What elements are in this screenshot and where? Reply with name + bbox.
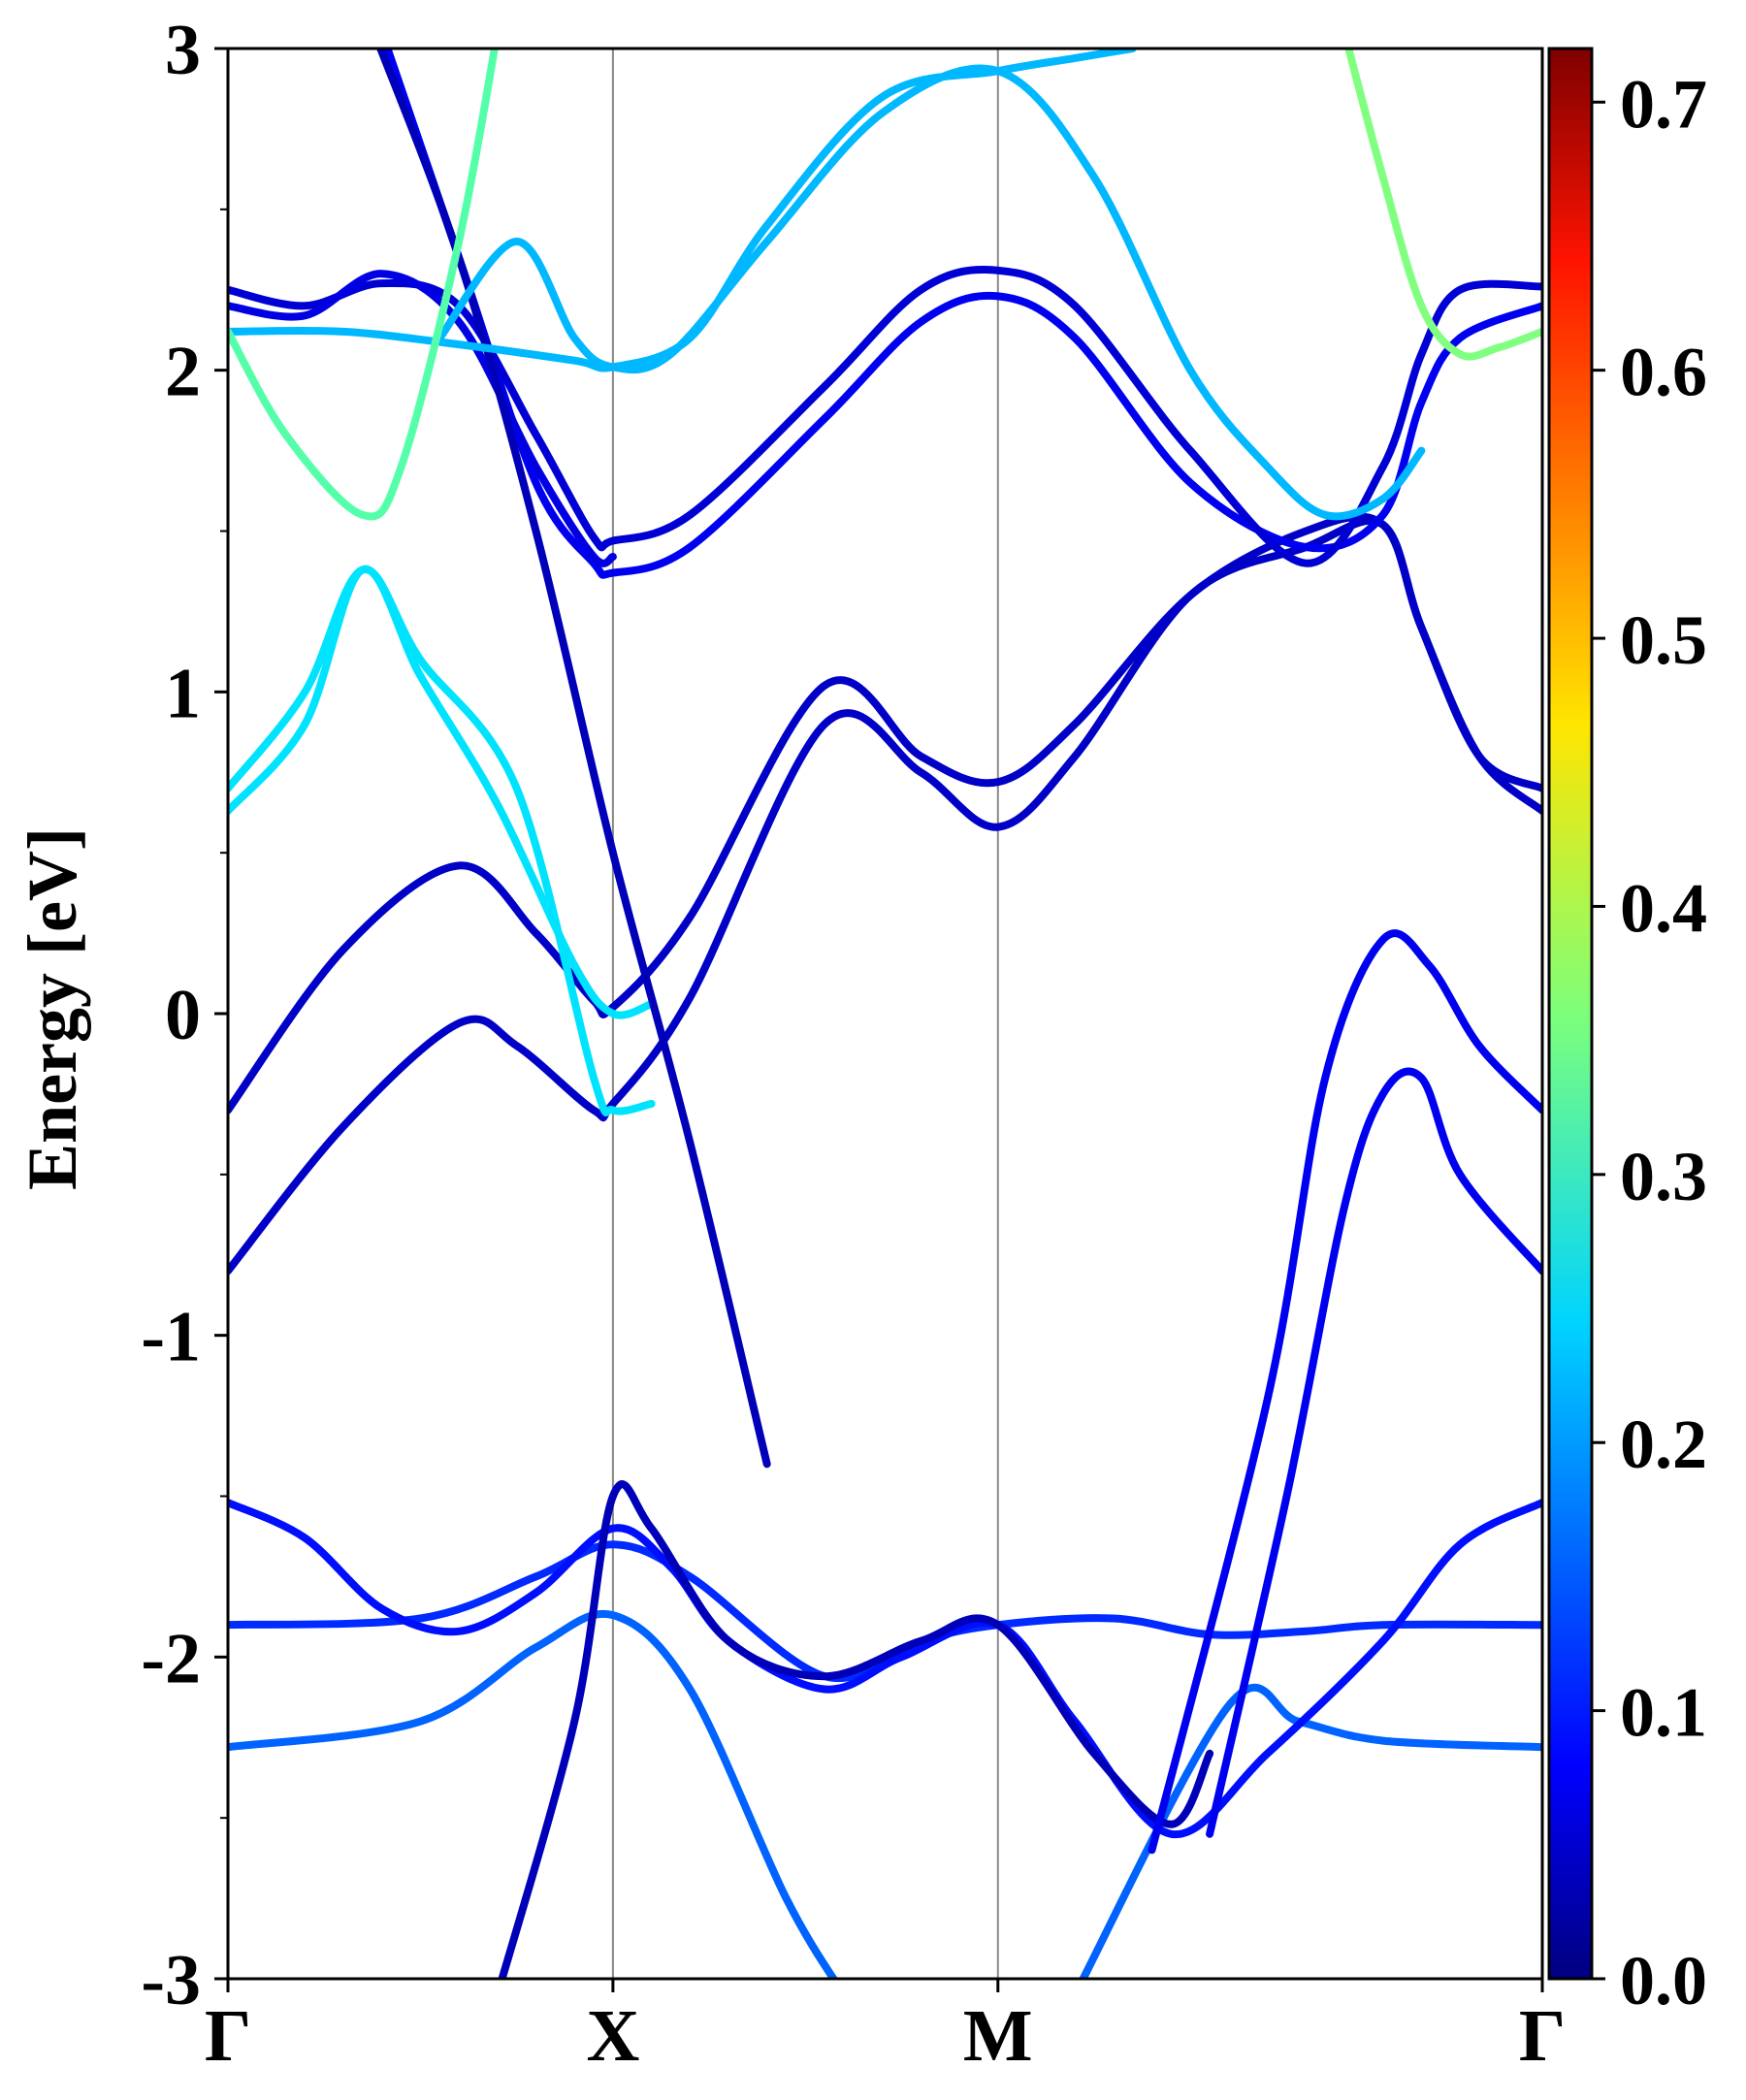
band-line-10 (1148, 929, 1542, 1855)
colorbar-tick-label: 0.0 (1620, 1942, 1707, 2019)
band-lines (228, 48, 1542, 1979)
band-line-6 (228, 512, 1542, 1115)
y-tick-label: 3 (165, 11, 201, 90)
band-line-18 (1344, 48, 1542, 361)
y-tick-label: -3 (141, 1941, 201, 2020)
band-line-11 (383, 48, 1542, 579)
colorbar-tick-label: 0.2 (1620, 1405, 1707, 1483)
band-line-16 (436, 64, 1426, 521)
high-symmetry-lines (611, 48, 999, 1979)
x-tick-label: M (963, 1995, 1033, 2077)
y-axis-ticks: -3 -2 -1 0 1 2 3 (141, 11, 228, 2020)
band-line-13 (228, 270, 617, 567)
band-line-17 (228, 48, 499, 521)
y-tick-label: -2 (141, 1619, 201, 1698)
colorbar-gradient (1547, 47, 1594, 1981)
band-line-3 (228, 1499, 1542, 1839)
x-tick-label: Γ (205, 1995, 251, 2077)
colorbar: 0.0 0.1 0.2 0.3 0.4 0.5 0.6 0.7 (1547, 47, 1707, 2019)
y-tick-label: 2 (165, 333, 201, 412)
x-tick-label: Γ (1519, 1995, 1566, 2077)
y-tick-label: -1 (141, 1298, 201, 1377)
colorbar-tick-label: 0.5 (1620, 601, 1707, 679)
colorbar-tick-label: 0.3 (1620, 1138, 1707, 1215)
x-tick-label: X (586, 1995, 639, 2077)
band-line-9 (1206, 1067, 1542, 1838)
band-line-14 (375, 48, 771, 1469)
colorbar-tick-label: 0.4 (1620, 869, 1707, 947)
y-tick-label: 1 (165, 654, 201, 733)
colorbar-tick-label: 0.6 (1620, 334, 1707, 411)
colorbar-tick-label: 0.1 (1620, 1674, 1707, 1752)
band-line-5 (228, 516, 1542, 1276)
band-line-1 (228, 1609, 839, 1979)
y-axis-label: Energy [eV] (14, 827, 91, 1190)
band-line-2 (1079, 1683, 1542, 1979)
colorbar-tick-label: 0.7 (1620, 65, 1707, 143)
band-line-12 (228, 265, 1542, 567)
band-line-8 (228, 565, 656, 1116)
y-tick-label: 0 (165, 976, 201, 1055)
band-line-7 (228, 565, 656, 1019)
band-line-4 (498, 1480, 1214, 1979)
